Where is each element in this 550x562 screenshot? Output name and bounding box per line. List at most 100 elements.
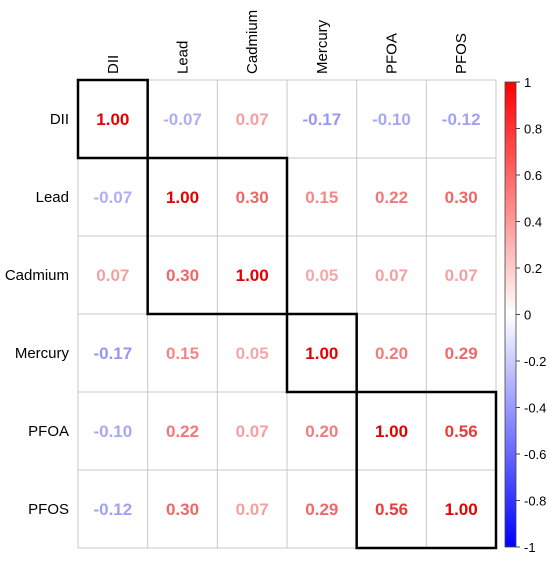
heatmap-cell — [217, 80, 287, 158]
colorbar-gradient — [504, 81, 517, 548]
heatmap-cell — [426, 470, 496, 548]
cell-value: 0.30 — [166, 266, 199, 285]
row-label: Cadmium — [5, 267, 69, 284]
cell-value: 0.07 — [96, 266, 129, 285]
heatmap-cell — [287, 236, 357, 314]
heatmap-cell — [426, 314, 496, 392]
cell-value: 0.30 — [236, 188, 269, 207]
cell-value: 1.00 — [96, 110, 129, 129]
cell-value: 0.05 — [236, 344, 269, 363]
column-labels: DII Lead Cadmium Mercury PFOA PFOS — [105, 10, 470, 74]
cell-value: 1.00 — [236, 266, 269, 285]
colorbar: -1 -0.8 -0.6 -0.4 -0.2 0 0.2 0.4 0.6 0.8 1 — [504, 75, 546, 555]
heatmap-cell — [287, 80, 357, 158]
heatmap-cells — [78, 80, 496, 548]
heatmap-cell — [147, 236, 218, 314]
cell-value: -0.07 — [163, 110, 202, 129]
cluster-box — [355, 390, 498, 550]
heatmap-cell — [78, 470, 148, 548]
heatmap-cell — [78, 80, 148, 158]
heatmap-cell — [217, 314, 287, 392]
heatmap-cell — [356, 158, 427, 236]
cell-value: -0.12 — [442, 110, 481, 129]
row-label: PFOS — [28, 501, 69, 518]
cluster-box — [285, 312, 358, 394]
cell-value: 0.29 — [305, 500, 338, 519]
column-label: Lead — [175, 41, 192, 74]
row-label: Mercury — [15, 345, 70, 362]
cell-value: 0.05 — [305, 266, 338, 285]
cell-value: -0.12 — [93, 500, 132, 519]
heatmap-cell — [147, 314, 218, 392]
cell-value: -0.10 — [93, 422, 132, 441]
heatmap-cell — [147, 158, 218, 236]
heatmap-cell — [356, 392, 427, 470]
colorbar-tick-label: 0.2 — [524, 261, 542, 276]
heatmap-cell — [287, 470, 357, 548]
heatmap-cell — [287, 314, 357, 392]
column-label: Mercury — [314, 19, 331, 74]
heatmap-cell — [217, 236, 287, 314]
heatmap-cell — [217, 470, 287, 548]
cell-value: 0.56 — [375, 500, 408, 519]
cell-value: 0.22 — [166, 422, 199, 441]
cell-value: 0.29 — [445, 344, 478, 363]
heatmap-cell — [426, 392, 496, 470]
heatmap-cell — [78, 158, 148, 236]
heatmap-cell — [356, 314, 427, 392]
heatmap-cell — [147, 392, 218, 470]
row-labels: DII Lead Cadmium Mercury PFOA PFOS — [5, 111, 70, 518]
row-label: Lead — [36, 189, 69, 206]
heatmap-cell — [426, 158, 496, 236]
cell-value: 0.22 — [375, 188, 408, 207]
column-label: PFOA — [384, 33, 401, 74]
cell-value: 1.00 — [305, 344, 338, 363]
heatmap-cell — [287, 392, 357, 470]
heatmap-cell — [356, 236, 427, 314]
heatmap-cell — [78, 236, 148, 314]
colorbar-tick-label: -0.4 — [524, 401, 546, 416]
heatmap-cell — [426, 80, 496, 158]
cell-value: 0.56 — [445, 422, 478, 441]
heatmap-cell — [147, 80, 218, 158]
cell-value: 0.07 — [375, 266, 408, 285]
heatmap-cell — [356, 470, 427, 548]
cell-value: -0.07 — [93, 188, 132, 207]
cell-value: 0.20 — [305, 422, 338, 441]
heatmap-cell — [287, 158, 357, 236]
colorbar-tick-label: -0.8 — [524, 494, 546, 509]
cell-value: 0.07 — [445, 266, 478, 285]
colorbar-tick-label: -1 — [524, 540, 536, 555]
heatmap-cell — [217, 392, 287, 470]
colorbar-tick-label: 1 — [524, 75, 531, 90]
cell-value: 0.30 — [445, 188, 478, 207]
colorbar-tick-label: 0.6 — [524, 168, 542, 183]
cell-value: 1.00 — [445, 500, 478, 519]
cell-value: -0.17 — [302, 110, 341, 129]
cell-value: 0.07 — [236, 422, 269, 441]
cell-value: 0.15 — [305, 188, 338, 207]
cell-value-labels: 1.00 -0.07 0.07 -0.17 -0.10 -0.12 -0.07 1.00 0.3… — [93, 110, 480, 519]
column-label: PFOS — [453, 33, 470, 74]
cell-value: -0.10 — [372, 110, 411, 129]
cell-value: 0.30 — [166, 500, 199, 519]
cell-value: 0.07 — [236, 500, 269, 519]
colorbar-tick-label: -0.6 — [524, 447, 546, 462]
cell-value: 0.07 — [236, 110, 269, 129]
cell-value: 1.00 — [375, 422, 408, 441]
column-label: Cadmium — [244, 10, 261, 74]
heatmap-cell — [78, 392, 148, 470]
heatmap-cell — [426, 236, 496, 314]
cluster-box — [146, 156, 289, 316]
colorbar-tick-label: -0.2 — [524, 354, 546, 369]
heatmap-cell — [78, 314, 148, 392]
cell-value: -0.17 — [93, 344, 132, 363]
cell-value: 0.20 — [375, 344, 408, 363]
row-label: PFOA — [28, 423, 69, 440]
cluster-boxes — [76, 78, 498, 550]
cell-value: 0.15 — [166, 344, 199, 363]
colorbar-tick-label: 0 — [524, 308, 531, 323]
row-label: DII — [50, 111, 69, 128]
column-label: DII — [105, 55, 122, 74]
